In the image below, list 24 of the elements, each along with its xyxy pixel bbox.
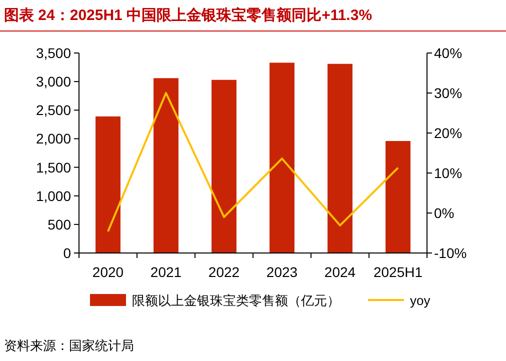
y2tick: 0%	[434, 205, 454, 221]
y2tick: 10%	[434, 165, 462, 181]
xtick: 2023	[266, 264, 298, 280]
ytick: 0	[63, 245, 71, 261]
ytick: 500	[48, 216, 71, 232]
xtick: 2020	[92, 264, 124, 280]
legend: yoy	[410, 293, 430, 308]
annotation: 资料来源：国家统计局	[4, 338, 134, 353]
y2tick: 20%	[434, 125, 462, 141]
y2tick: -10%	[434, 245, 467, 261]
y2tick: 40%	[434, 45, 462, 61]
ytick: 3,000	[36, 74, 71, 90]
ytick: 1,000	[36, 188, 71, 204]
ytick: 2,000	[36, 130, 71, 147]
xtick: 2021	[150, 264, 182, 280]
y2tick: 30%	[434, 85, 462, 101]
legend: 限额以上金银珠宝类零售额（亿元）	[132, 293, 340, 308]
ytick: 3,500	[36, 45, 71, 61]
title: 图表 24：2025H1 中国限上金银珠宝零售额同比+11.3%	[4, 7, 372, 24]
ytick: 1,500	[36, 159, 71, 176]
xtick: 2022	[208, 264, 240, 280]
xtick: 2025H1	[373, 264, 423, 280]
xtick: 2024	[324, 264, 356, 280]
ytick: 2,500	[36, 102, 71, 118]
